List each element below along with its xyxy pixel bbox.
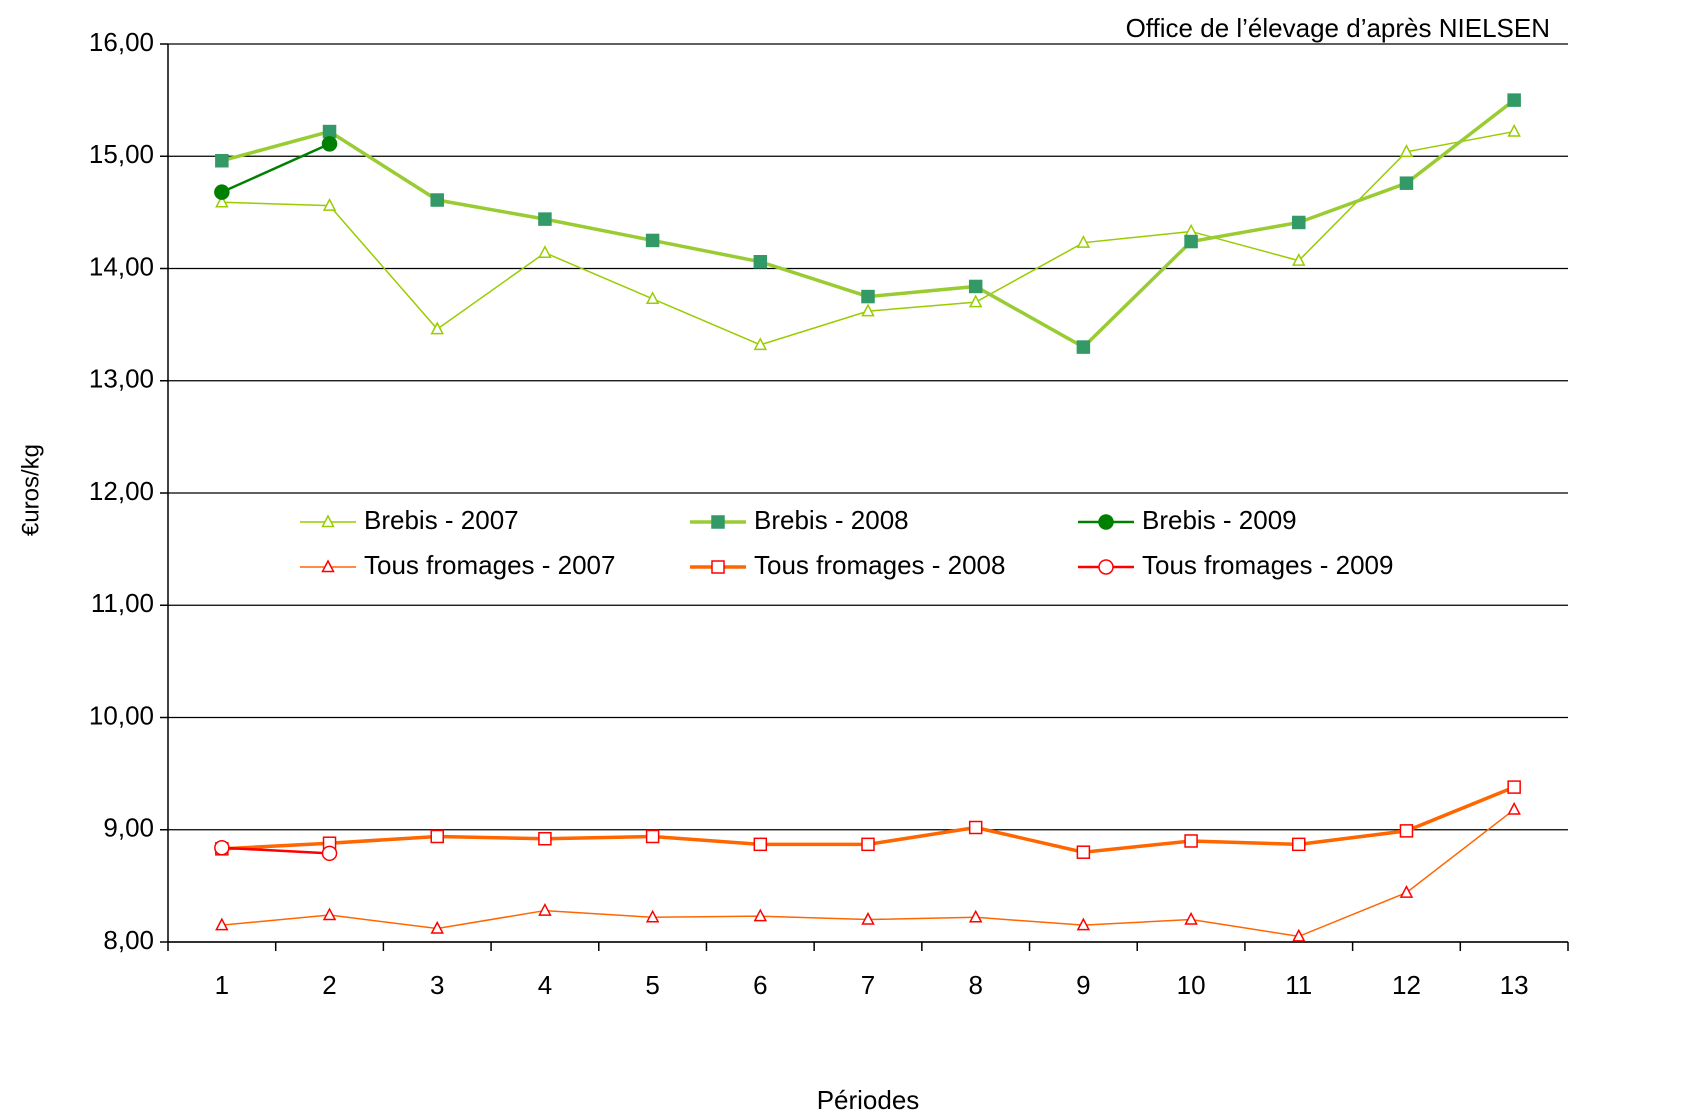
- marker: [645, 829, 660, 844]
- marker: [1292, 253, 1306, 266]
- y-tick-label: 11,00: [91, 588, 154, 618]
- marker: [1184, 911, 1198, 925]
- y-tick-label: 9,00: [103, 813, 154, 843]
- marker: [753, 837, 768, 852]
- marker: [430, 829, 444, 844]
- legend-label: Tous fromages - 2007: [364, 550, 615, 580]
- x-tick-label: 7: [861, 970, 875, 1000]
- marker: [538, 831, 552, 846]
- x-tick-label: 6: [753, 970, 767, 1000]
- marker: [1184, 223, 1198, 237]
- marker: [215, 153, 229, 168]
- x-tick-label: 9: [1076, 970, 1090, 1000]
- legend-label: Brebis - 2008: [754, 505, 909, 535]
- y-tick-label: 12,00: [89, 476, 154, 506]
- marker: [538, 902, 552, 916]
- marker: [322, 907, 337, 921]
- legend-label: Brebis - 2009: [1142, 505, 1297, 535]
- marker: [968, 294, 983, 308]
- x-tick-label: 12: [1392, 970, 1421, 1000]
- marker: [1399, 176, 1414, 190]
- x-tick-label: 8: [968, 970, 982, 1000]
- marker: [214, 184, 230, 200]
- marker: [861, 911, 875, 925]
- x-tick-label: 13: [1500, 970, 1529, 1000]
- y-axis-label: €uros/kg: [17, 444, 44, 536]
- marker: [711, 515, 725, 529]
- marker: [538, 245, 552, 259]
- marker: [538, 212, 552, 226]
- marker: [1292, 215, 1306, 230]
- marker: [1507, 801, 1521, 815]
- marker: [861, 303, 875, 317]
- marker: [322, 198, 337, 211]
- y-tick-label: 14,00: [89, 251, 154, 281]
- y-tick-label: 8,00: [103, 925, 154, 955]
- marker: [861, 837, 875, 852]
- x-tick-label: 5: [645, 970, 659, 1000]
- series-line: [221, 142, 331, 194]
- y-tick-label: 13,00: [89, 364, 154, 394]
- marker: [753, 255, 768, 269]
- marker: [1399, 144, 1414, 158]
- marker: [753, 908, 768, 922]
- y-tick-label: 15,00: [89, 139, 154, 169]
- marker: [968, 820, 983, 835]
- marker: [214, 839, 230, 856]
- x-tick-label: 11: [1285, 970, 1312, 1000]
- marker: [1507, 93, 1521, 107]
- marker: [1098, 559, 1114, 575]
- x-tick-label: 2: [322, 970, 336, 1000]
- legend-label: Brebis - 2007: [364, 505, 519, 535]
- x-tick-label: 3: [430, 970, 444, 1000]
- marker: [322, 124, 337, 139]
- marker: [215, 194, 229, 208]
- y-tick-label: 10,00: [89, 700, 154, 730]
- marker: [321, 136, 338, 152]
- marker: [1292, 837, 1306, 852]
- marker: [1184, 234, 1198, 249]
- marker: [1399, 824, 1414, 838]
- marker: [753, 337, 768, 351]
- marker: [1399, 884, 1414, 898]
- marker: [321, 514, 335, 528]
- legend-label: Tous fromages - 2009: [1142, 550, 1393, 580]
- marker: [1507, 780, 1521, 794]
- series-line: [221, 846, 330, 855]
- legend-label: Tous fromages - 2008: [754, 550, 1005, 580]
- x-tick-label: 4: [538, 970, 552, 1000]
- marker: [645, 233, 660, 248]
- x-tick-label: 10: [1177, 970, 1206, 1000]
- marker: [1292, 928, 1306, 942]
- marker: [861, 289, 875, 304]
- y-tick-label: 16,00: [89, 27, 154, 57]
- marker: [968, 279, 983, 294]
- marker: [645, 291, 660, 305]
- marker: [1098, 514, 1114, 530]
- source: Office de l’élevage d’après NIELSEN: [1126, 13, 1550, 43]
- x-axis-label: Périodes: [817, 1085, 920, 1115]
- marker: [430, 321, 444, 335]
- marker: [1076, 340, 1091, 354]
- x-tick-label: 1: [215, 970, 229, 1000]
- marker: [1076, 235, 1091, 248]
- marker: [1507, 123, 1521, 137]
- marker: [321, 845, 338, 862]
- marker: [215, 917, 229, 931]
- marker: [1076, 917, 1091, 931]
- marker: [430, 193, 444, 207]
- marker: [645, 909, 660, 923]
- marker: [968, 909, 983, 923]
- marker: [1184, 834, 1198, 848]
- marker: [321, 559, 335, 573]
- marker: [1076, 845, 1091, 859]
- marker: [430, 920, 444, 934]
- marker: [711, 560, 725, 574]
